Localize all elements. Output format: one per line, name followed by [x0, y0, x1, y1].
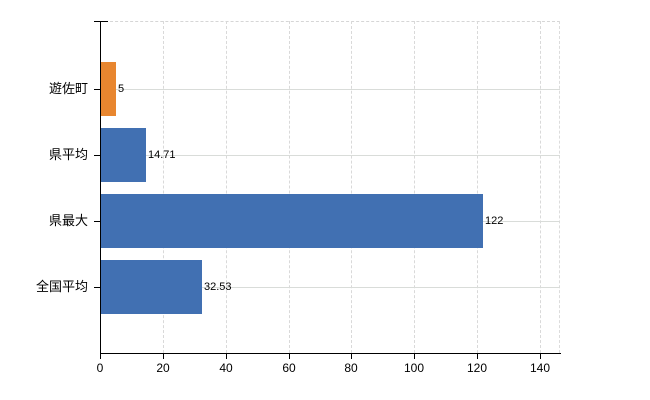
v-gridline	[351, 21, 352, 353]
x-tick	[414, 354, 415, 359]
v-gridline	[289, 21, 290, 353]
value-label: 5	[118, 83, 125, 95]
category-label: 県平均	[48, 147, 88, 162]
v-gridline	[540, 21, 541, 353]
y-axis-line	[100, 21, 101, 354]
x-tick-label: 0	[96, 361, 104, 375]
x-tick-label: 140	[529, 361, 551, 375]
category-label: 全国平均	[35, 279, 88, 294]
x-tick-label: 40	[219, 361, 233, 375]
bar	[100, 62, 116, 116]
y-tick	[94, 287, 100, 288]
v-gridline	[414, 21, 415, 353]
x-tick	[100, 354, 101, 359]
x-axis-line	[100, 353, 561, 354]
x-tick-label: 120	[466, 361, 488, 375]
x-tick	[163, 354, 164, 359]
x-tick	[540, 354, 541, 359]
y-tick	[94, 221, 100, 222]
category-label: 遊佐町	[48, 81, 88, 96]
x-tick	[477, 354, 478, 359]
y-axis-top-tick	[94, 21, 108, 22]
value-label: 14.71	[148, 149, 176, 161]
x-tick	[351, 354, 352, 359]
y-tick	[94, 155, 100, 156]
x-tick-label: 80	[344, 361, 358, 375]
plot-right-border	[559, 21, 560, 353]
bar	[100, 128, 146, 182]
y-tick	[94, 89, 100, 90]
v-gridline	[477, 21, 478, 353]
value-label: 122	[485, 215, 504, 227]
v-gridline	[163, 21, 164, 353]
bar	[100, 194, 483, 248]
x-tick-label: 60	[282, 361, 296, 375]
h-gridline	[100, 155, 560, 156]
v-gridline	[226, 21, 227, 353]
value-label: 32.53	[204, 281, 232, 293]
h-gridline	[100, 287, 560, 288]
x-tick	[289, 354, 290, 359]
plot-area: 5 14.71 122 32.53	[100, 21, 560, 353]
x-tick-label: 20	[156, 361, 170, 375]
x-tick-label: 100	[403, 361, 425, 375]
plot-top-border	[100, 21, 560, 22]
bar	[100, 260, 202, 314]
category-label: 県最大	[48, 213, 88, 228]
x-tick	[226, 354, 227, 359]
h-gridline	[100, 89, 560, 90]
